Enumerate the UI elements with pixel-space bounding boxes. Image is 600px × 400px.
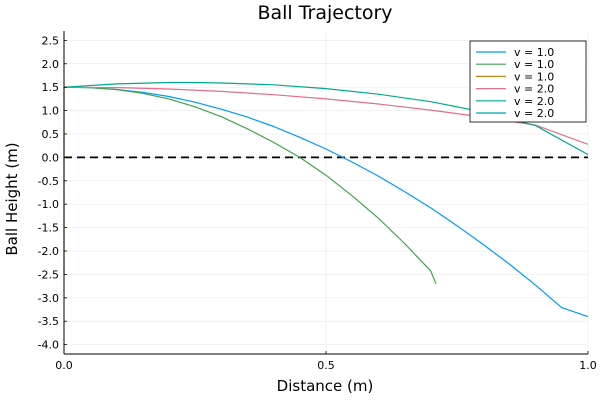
legend-label: v = 1.0 — [514, 70, 554, 83]
y-tick-label: 0.5 — [42, 128, 60, 141]
y-tick-label: -2.5 — [38, 268, 59, 281]
y-tick-label: 2.0 — [42, 58, 60, 71]
series-line-1 — [63, 86, 589, 318]
y-tick-label: 2.5 — [42, 34, 60, 47]
legend-label: v = 2.0 — [514, 83, 554, 96]
legend-label: v = 2.0 — [514, 107, 554, 120]
y-tick-label: 1.5 — [42, 81, 60, 94]
legend-box — [469, 40, 587, 123]
y-axis-label: Ball Height (m) — [3, 142, 21, 255]
x-axis-label: Distance (m) — [277, 377, 374, 395]
x-tick-label: 0.5 — [317, 359, 335, 372]
x-tick-label: 0.0 — [55, 359, 73, 372]
chart-title: Ball Trajectory — [257, 2, 392, 24]
y-tick-label: -0.5 — [38, 175, 59, 188]
series-line-2 — [63, 86, 437, 285]
ticks: 0.0 0.5 1.0 2.5 2.0 1.5 1.0 0.5 0.0 -0.5 -1.0 -1.5 -… — [38, 34, 597, 372]
y-tick-label: -3.0 — [38, 292, 59, 305]
y-tick-label: 1.0 — [42, 105, 60, 118]
y-tick-label: -1.5 — [38, 222, 59, 235]
y-tick-label: -4.0 — [38, 339, 59, 352]
legend-label: v = 1.0 — [514, 46, 554, 59]
legend: v = 1.0v = 1.0v = 1.0v = 2.0v = 2.0v = 2… — [469, 40, 587, 123]
y-tick-label: -3.5 — [38, 315, 59, 328]
x-tick-label: 1.0 — [579, 359, 597, 372]
y-tick-label: -1.0 — [38, 198, 59, 211]
legend-label: v = 1.0 — [514, 58, 554, 71]
legend-label: v = 2.0 — [514, 95, 554, 108]
y-tick-label: 0.0 — [42, 151, 60, 164]
grid — [63, 31, 589, 354]
y-tick-label: -2.0 — [38, 245, 59, 258]
